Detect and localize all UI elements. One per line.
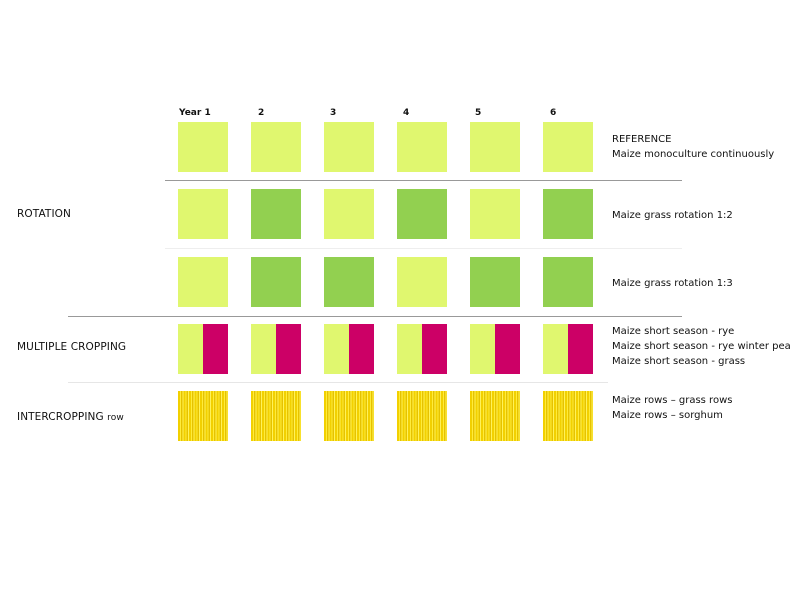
row-labels-intercropping: Maize rows – grass rows Maize rows – sor… [612,393,732,423]
section-intercropping: INTERCROPPING row [17,410,124,425]
cell-row5-year1-stripes [178,391,228,441]
label-rows-sorghum: Maize rows – sorghum [612,410,723,421]
cell-row5-year6-stripes [543,391,593,441]
intercropping-subtitle: row [107,413,124,423]
label-rotation-1-2: Maize grass rotation 1:2 [612,210,733,221]
cell-row4-year4-split [397,324,447,374]
cell-row2-year5-light [470,189,520,239]
label-short-season-grass: Maize short season - grass [612,356,746,367]
cell-row3-year1-light [178,257,228,307]
cell-row2-year1-light [178,189,228,239]
cell-row3-year2-dark [251,257,301,307]
cell-row1-year6-light [543,122,593,172]
label-rows-grass: Maize rows – grass rows [612,395,733,406]
cell-row2-year3-light [324,189,374,239]
divider-rotation [68,316,682,317]
year-label-1: Year 1 [179,108,211,118]
cell-row3-year4-light [397,257,447,307]
cell-row1-year4-light [397,122,447,172]
cell-row2-year6-dark [543,189,593,239]
divider-rotation-inner [165,248,682,249]
row-labels-rotation-1-2: Maize grass rotation 1:2 [612,208,733,223]
row-labels-reference: REFERENCE Maize monoculture continuously [612,132,774,162]
cell-row5-year5-stripes [470,391,520,441]
cell-row4-year2-split [251,324,301,374]
cell-row3-year5-dark [470,257,520,307]
cell-row4-year5-split [470,324,520,374]
cell-row3-year3-dark [324,257,374,307]
section-multiple-cropping: MULTIPLE CROPPING [17,341,127,353]
cell-row4-year6-split [543,324,593,374]
label-short-season-rye: Maize short season - rye [612,326,735,337]
cell-row2-year2-dark [251,189,301,239]
divider-reference [165,180,682,181]
year-label-6: 6 [550,108,557,118]
label-reference-title: REFERENCE [612,134,672,145]
label-reference-desc: Maize monoculture continuously [612,149,775,160]
year-label-2: 2 [258,108,265,118]
label-short-season-rye-pea: Maize short season - rye winter pea [612,341,791,352]
cell-row1-year2-light [251,122,301,172]
cell-row3-year6-dark [543,257,593,307]
year-label-4: 4 [403,108,410,118]
cell-row5-year4-stripes [397,391,447,441]
intercropping-title: INTERCROPPING [17,411,104,423]
cell-row4-year1-split [178,324,228,374]
cell-row1-year1-light [178,122,228,172]
cell-row1-year5-light [470,122,520,172]
year-label-3: 3 [330,108,337,118]
section-rotation: ROTATION [17,208,71,220]
year-label-5: 5 [475,108,482,118]
cell-row2-year4-dark [397,189,447,239]
divider-multiple [68,382,608,383]
cell-row5-year2-stripes [251,391,301,441]
row-labels-multiple: Maize short season - rye Maize short sea… [612,324,791,369]
row-labels-rotation-1-3: Maize grass rotation 1:3 [612,276,733,291]
label-rotation-1-3: Maize grass rotation 1:3 [612,278,733,289]
cell-row4-year3-split [324,324,374,374]
cell-row1-year3-light [324,122,374,172]
cell-row5-year3-stripes [324,391,374,441]
